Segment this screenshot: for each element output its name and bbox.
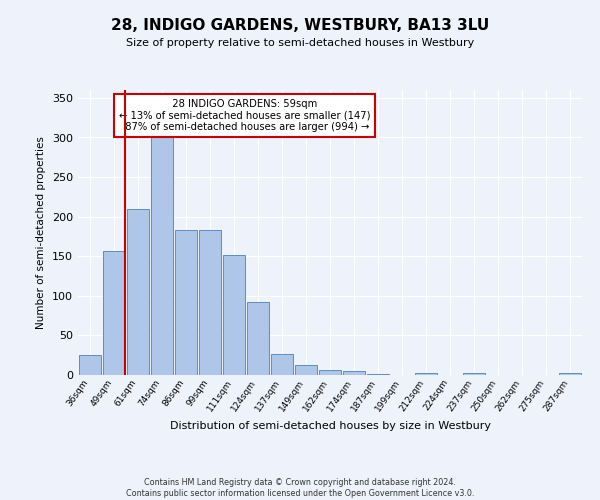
Bar	[223, 254, 245, 375]
Y-axis label: Number of semi-detached properties: Number of semi-detached properties	[37, 136, 46, 329]
Bar	[271, 354, 293, 375]
X-axis label: Distribution of semi-detached houses by size in Westbury: Distribution of semi-detached houses by …	[170, 421, 491, 431]
Bar	[367, 374, 389, 375]
Bar	[79, 355, 101, 375]
Bar	[343, 371, 365, 375]
Bar	[247, 302, 269, 375]
Text: Contains HM Land Registry data © Crown copyright and database right 2024.
Contai: Contains HM Land Registry data © Crown c…	[126, 478, 474, 498]
Bar	[175, 230, 197, 375]
Bar	[199, 230, 221, 375]
Text: Size of property relative to semi-detached houses in Westbury: Size of property relative to semi-detach…	[126, 38, 474, 48]
Bar	[415, 372, 437, 375]
Bar	[103, 250, 125, 375]
Bar	[151, 114, 173, 375]
Bar	[559, 374, 581, 375]
Text: 28 INDIGO GARDENS: 59sqm  
← 13% of semi-detached houses are smaller (147)
  87%: 28 INDIGO GARDENS: 59sqm ← 13% of semi-d…	[119, 98, 370, 132]
Bar	[127, 209, 149, 375]
Text: 28, INDIGO GARDENS, WESTBURY, BA13 3LU: 28, INDIGO GARDENS, WESTBURY, BA13 3LU	[111, 18, 489, 32]
Bar	[463, 374, 485, 375]
Bar	[295, 364, 317, 375]
Bar	[319, 370, 341, 375]
